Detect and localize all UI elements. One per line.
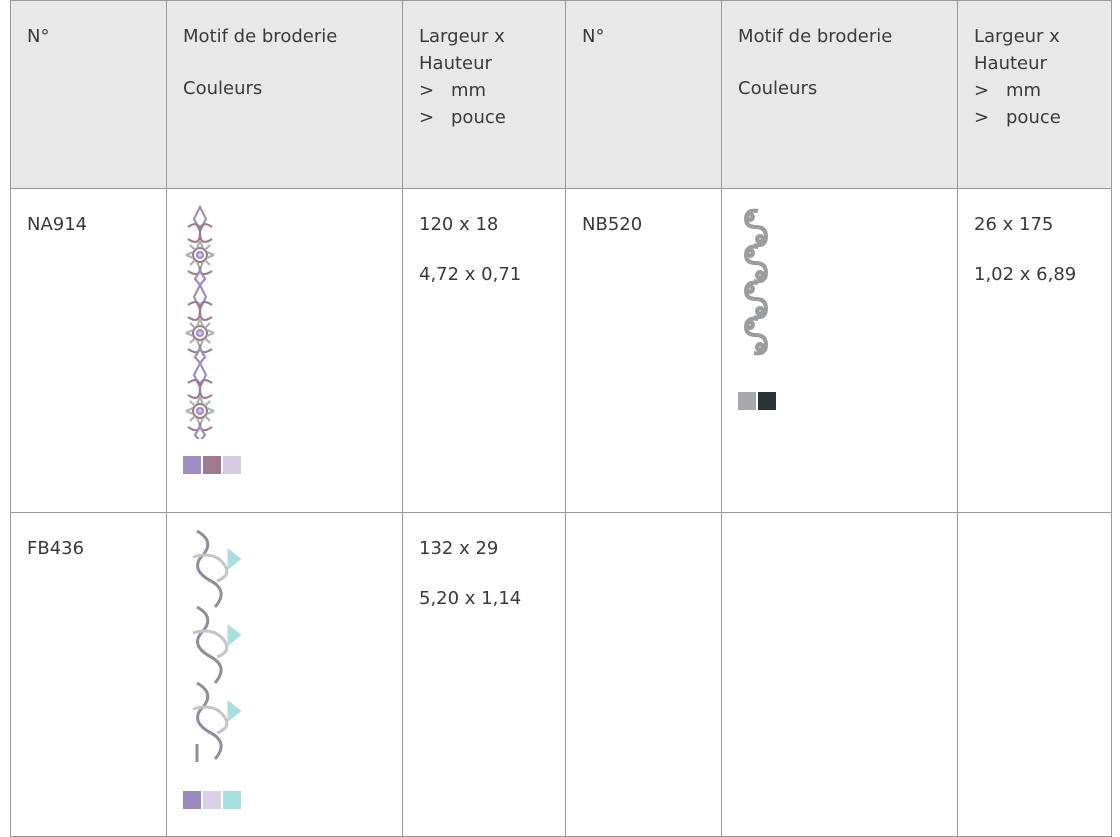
header-cell: Largeur x Hauteur > mm > pouce [402, 0, 566, 189]
color-swatch [203, 791, 221, 809]
unit-line: > pouce [419, 104, 549, 131]
empty-cell [957, 512, 1112, 837]
unit-line: > mm [419, 77, 549, 104]
pattern-number: NA914 [27, 214, 88, 235]
motif-image [191, 529, 242, 762]
unit-marker: > [974, 107, 990, 128]
header-text: N° [27, 26, 50, 47]
pattern-table: N° Motif de broderie Couleurs Largeur x Ha… [10, 0, 1112, 837]
number-cell: NA914 [10, 188, 167, 513]
header-text: Largeur x [974, 26, 1060, 47]
color-swatch [223, 456, 241, 474]
number-cell: FB436 [10, 512, 167, 837]
motif-cell [166, 188, 403, 513]
size-inch: 4,72 x 0,71 [419, 264, 522, 285]
size-cell: 132 x 29 5,20 x 1,14 [402, 512, 566, 837]
motif-cell [721, 188, 958, 513]
color-swatch [203, 456, 221, 474]
color-swatch [183, 791, 201, 809]
header-text: Couleurs [183, 78, 263, 99]
size-cell: 120 x 18 4,72 x 0,71 [402, 188, 566, 513]
table-row: FB436 132 x 29 5,20 x 1,14 [10, 512, 1112, 837]
header-cell: Largeur x Hauteur > mm > pouce [957, 0, 1112, 189]
color-swatch [738, 392, 756, 410]
color-swatches [183, 456, 241, 474]
motif-image [743, 208, 768, 356]
empty-cell [565, 512, 722, 837]
size-mm: 26 x 175 [974, 214, 1054, 235]
empty-cell [721, 512, 958, 837]
header-cell: Motif de broderie Couleurs [721, 0, 958, 189]
motif-image [184, 205, 216, 439]
color-swatch [758, 392, 776, 410]
header-text: N° [582, 26, 605, 47]
pattern-number: NB520 [582, 214, 643, 235]
size-inch: 5,20 x 1,14 [419, 588, 522, 609]
number-cell: NB520 [565, 188, 722, 513]
unit-text: pouce [1006, 107, 1061, 128]
color-swatches [183, 791, 241, 809]
unit-text: pouce [451, 107, 506, 128]
header-cell: Motif de broderie Couleurs [166, 0, 403, 189]
header-text: Hauteur [419, 53, 492, 74]
unit-marker: > [419, 107, 435, 128]
pattern-number: FB436 [27, 538, 85, 559]
header-text: Largeur x [419, 26, 505, 47]
table-row: NA914 120 x [10, 188, 1112, 513]
size-inch: 1,02 x 6,89 [974, 264, 1077, 285]
unit-marker: > [974, 80, 990, 101]
header-cell: N° [10, 0, 167, 189]
unit-line: > mm [974, 77, 1095, 104]
size-cell: 26 x 175 1,02 x 6,89 [957, 188, 1112, 513]
header-text: Motif de broderie [183, 26, 338, 47]
color-swatch [223, 791, 241, 809]
header-row: N° Motif de broderie Couleurs Largeur x Ha… [10, 0, 1112, 189]
header-text: Couleurs [738, 78, 818, 99]
header-text: Hauteur [974, 53, 1047, 74]
motif-cell [166, 512, 403, 837]
header-cell: N° [565, 0, 722, 189]
unit-line: > pouce [974, 104, 1095, 131]
header-text: Motif de broderie [738, 26, 893, 47]
size-mm: 132 x 29 [419, 538, 499, 559]
unit-marker: > [419, 80, 435, 101]
size-mm: 120 x 18 [419, 214, 499, 235]
color-swatches [738, 392, 776, 410]
unit-text: mm [451, 80, 487, 101]
color-swatch [183, 456, 201, 474]
unit-text: mm [1006, 80, 1042, 101]
